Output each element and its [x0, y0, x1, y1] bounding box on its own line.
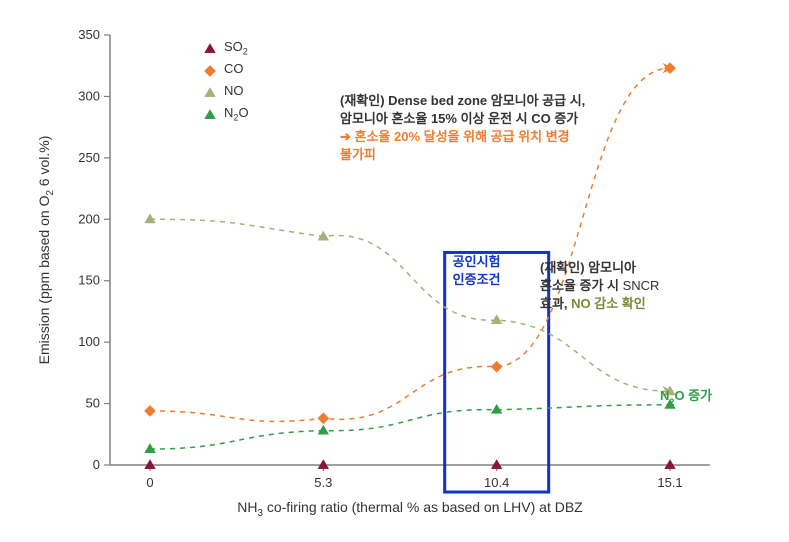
y-tick-label: 300 — [78, 88, 100, 103]
svg-text:암모니아 혼소율 15% 이상 운전 시 CO 증가: 암모니아 혼소율 15% 이상 운전 시 CO 증가 — [340, 111, 578, 126]
series-marker — [664, 63, 675, 74]
series-marker — [205, 110, 216, 119]
legend-label-SO2: SO2 — [224, 39, 304, 59]
svg-text:(재확인) 암모니아: (재확인) 암모니아 — [540, 260, 636, 275]
svg-text:불가피: 불가피 — [340, 147, 376, 162]
series-marker — [204, 65, 215, 76]
series-marker — [145, 460, 156, 469]
svg-text:혼소율 증가 시 SNCR: 혼소율 증가 시 SNCR — [540, 278, 659, 293]
y-tick-label: 100 — [78, 334, 100, 349]
y-axis-label: Emission (ppm based on O2 6 vol.%) — [36, 35, 60, 465]
chart-svg: 0 50 100 150 200 250 300 350 0 5.3 10.4 15.1 NH3 co-… — [0, 0, 789, 542]
series-marker — [665, 460, 676, 469]
series-marker — [318, 425, 329, 434]
y-tick-label: 250 — [78, 150, 100, 165]
highlight-box-label: 인증조건 — [453, 272, 501, 287]
series-marker — [205, 44, 216, 53]
series-marker — [491, 315, 502, 324]
series-marker — [491, 460, 502, 469]
series-marker — [205, 88, 216, 97]
series-marker — [491, 404, 502, 413]
y-tick-label: 200 — [78, 211, 100, 226]
x-tick-label: 15.1 — [657, 475, 682, 490]
series-marker — [144, 405, 155, 416]
highlight-box-label: 공인시험 — [453, 254, 501, 269]
x-axis-label: NH3 co-firing ratio (thermal % as based … — [110, 499, 710, 525]
legend-label-CO: CO — [224, 61, 304, 81]
y-tick-label: 50 — [86, 396, 100, 411]
series-marker — [491, 361, 502, 372]
svg-text:(재확인) Dense bed zone 암모니아 공급 시: (재확인) Dense bed zone 암모니아 공급 시, — [340, 93, 585, 108]
x-tick-label: 10.4 — [484, 475, 509, 490]
series-marker — [318, 413, 329, 424]
series-line-N2O — [150, 405, 670, 449]
series-marker — [318, 460, 329, 469]
annotation-1: (재확인) 암모니아혼소율 증가 시 SNCR 효과, NO 감소 확인 — [540, 260, 659, 311]
series-marker — [145, 214, 156, 223]
svg-text:➔ 혼소율 20% 달성을 위해 공급 위치 변경: ➔ 혼소율 20% 달성을 위해 공급 위치 변경 — [340, 129, 570, 144]
legend-label-N2O: N2O — [224, 105, 304, 125]
y-tick-label: 150 — [78, 273, 100, 288]
y-tick-label: 0 — [93, 457, 100, 472]
x-tick-label: 5.3 — [314, 475, 332, 490]
legend-label-NO: NO — [224, 83, 304, 103]
svg-text:효과, NO 감소 확인: 효과, NO 감소 확인 — [540, 296, 646, 311]
annotation-0: (재확인) Dense bed zone 암모니아 공급 시, 암모니아 혼소율 … — [340, 93, 585, 162]
series-marker — [145, 444, 156, 453]
y-tick-label: 350 — [78, 27, 100, 42]
x-tick-label: 0 — [146, 475, 153, 490]
emission-chart: 0 50 100 150 200 250 300 350 0 5.3 10.4 15.1 NH3 co-… — [0, 0, 789, 542]
